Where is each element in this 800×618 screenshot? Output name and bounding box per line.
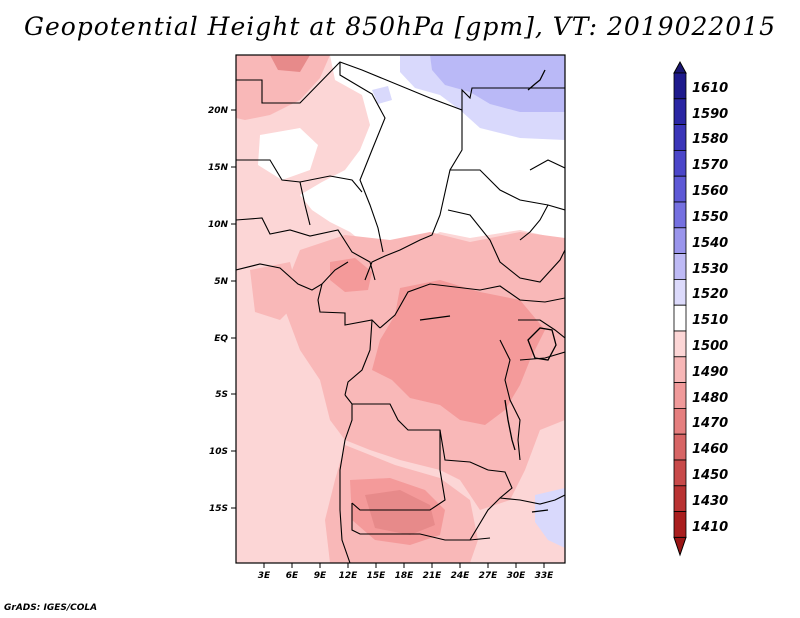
lon-label-30e: 30E bbox=[507, 571, 527, 581]
colorbar-segment-1470 bbox=[673, 407, 687, 435]
colorbar-label-1490: 1490 bbox=[692, 365, 728, 380]
colorbar-label-1580: 1580 bbox=[692, 132, 728, 147]
region-1470-1480 bbox=[365, 490, 435, 535]
lon-label-18e: 18E bbox=[395, 571, 415, 581]
lon-label-3e: 3E bbox=[258, 571, 271, 581]
region-1480-1490 bbox=[372, 280, 545, 425]
region-1520-1530 bbox=[372, 86, 392, 104]
colorbar-label-1460: 1460 bbox=[692, 442, 728, 457]
colorbar-label-1510: 1510 bbox=[692, 313, 728, 328]
lat-label-eq: EQ bbox=[214, 334, 228, 344]
plot-frame bbox=[235, 54, 566, 564]
colorbar-top-arrow bbox=[673, 60, 687, 74]
colorbar-segment-1510 bbox=[673, 304, 687, 332]
lat-label-5s: 5S bbox=[215, 390, 228, 400]
colorbar-label-1430: 1430 bbox=[692, 494, 728, 509]
colorbar-label-1570: 1570 bbox=[692, 158, 728, 173]
colorbar-segment-1540 bbox=[673, 227, 687, 255]
region-1490-1500 bbox=[236, 55, 330, 120]
colorbar-label-1410: 1410 bbox=[692, 520, 728, 535]
height-field bbox=[236, 55, 565, 563]
longitude-axis: 3E 6E 9E 12E 15E 18E 21E 24E 27E 30E 33E bbox=[258, 563, 554, 581]
colorbar-segment-1480 bbox=[673, 382, 687, 409]
lon-label-9e: 9E bbox=[314, 571, 327, 581]
credit-label: GrADS: IGES/COLA bbox=[4, 603, 98, 613]
colorbar-segment-1520 bbox=[673, 278, 687, 306]
colorbar-label-1550: 1550 bbox=[692, 210, 728, 225]
region-1510-1520 bbox=[258, 128, 318, 180]
lon-label-24e: 24E bbox=[451, 571, 471, 581]
country-borders bbox=[236, 61, 565, 563]
colorbar: 1610 1590 1580 1570 1560 1550 1540 1530 … bbox=[673, 60, 728, 557]
lon-label-33e: 33E bbox=[535, 571, 555, 581]
lon-label-21e: 21E bbox=[423, 571, 443, 581]
map-title: Geopotential Height at 850hPa [gpm], VT:… bbox=[23, 12, 777, 41]
colorbar-bottom-arrow bbox=[673, 536, 687, 557]
colorbar-segment-1570 bbox=[673, 149, 687, 177]
colorbar-segment-1560 bbox=[673, 175, 687, 203]
lon-label-12e: 12E bbox=[339, 571, 359, 581]
lakes bbox=[419, 69, 557, 513]
colorbar-label-1500: 1500 bbox=[692, 339, 728, 354]
colorbar-segment-1580 bbox=[673, 124, 687, 151]
colorbar-label-1610: 1610 bbox=[692, 81, 728, 96]
lat-label-20n: 20N bbox=[208, 106, 229, 116]
colorbar-segment-1460 bbox=[673, 433, 687, 461]
colorbar-label-1540: 1540 bbox=[692, 236, 728, 251]
region-1490-1500 bbox=[250, 262, 300, 320]
latitude-axis: 20N 15N 10N 5N EQ 5S 10S 15S bbox=[208, 106, 236, 514]
lat-label-15s: 15S bbox=[209, 504, 228, 514]
colorbar-label-1560: 1560 bbox=[692, 184, 728, 199]
region-1470-1480 bbox=[270, 55, 310, 72]
colorbar-label-1450: 1450 bbox=[692, 468, 728, 483]
colorbar-segment-1450 bbox=[673, 459, 687, 487]
lat-label-10n: 10N bbox=[208, 220, 229, 230]
colorbar-label-1470: 1470 bbox=[692, 416, 728, 431]
colorbar-label-1530: 1530 bbox=[692, 262, 728, 277]
lat-label-5n: 5N bbox=[214, 277, 228, 287]
colorbar-segment-1430 bbox=[673, 485, 687, 512]
colorbar-label-1480: 1480 bbox=[692, 391, 728, 406]
colorbar-label-1520: 1520 bbox=[692, 287, 728, 302]
lon-label-27e: 27E bbox=[479, 571, 499, 581]
colorbar-label-1590: 1590 bbox=[692, 107, 728, 122]
colorbar-segment-1530 bbox=[673, 253, 687, 280]
colorbar-segment-1410 bbox=[673, 511, 687, 538]
colorbar-segment-1610 bbox=[673, 72, 687, 100]
colorbar-segment-1490 bbox=[673, 356, 687, 383]
lat-label-15n: 15N bbox=[208, 163, 229, 173]
lon-label-15e: 15E bbox=[367, 571, 387, 581]
region-1530-1540 bbox=[430, 55, 565, 112]
colorbar-segment-1590 bbox=[673, 98, 687, 126]
colorbar-segment-1500 bbox=[673, 330, 687, 358]
colorbar-segment-1550 bbox=[673, 201, 687, 229]
lon-label-6e: 6E bbox=[286, 571, 299, 581]
lat-label-10s: 10S bbox=[209, 447, 228, 457]
